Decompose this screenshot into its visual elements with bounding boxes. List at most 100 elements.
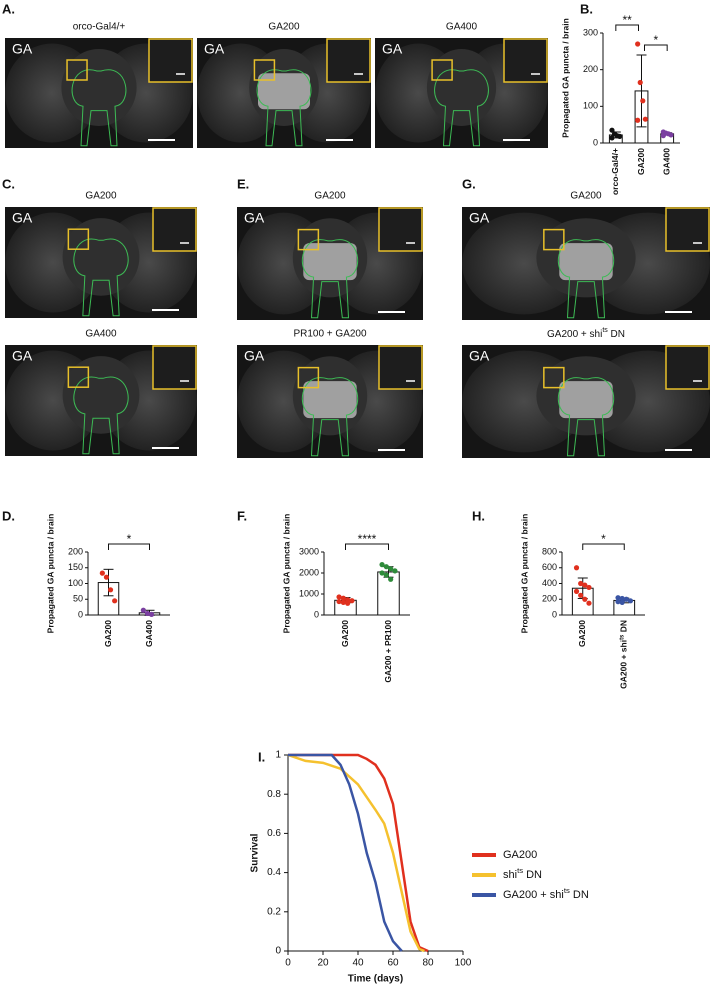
significance-label: * <box>653 33 658 47</box>
y-tick-label: 200 <box>583 64 598 74</box>
roi-outline <box>256 69 312 147</box>
roi-outline <box>73 376 129 455</box>
data-point <box>340 595 346 601</box>
legend-label-part: ts <box>564 886 570 895</box>
x-tick-label: GA200 + PR100 <box>383 620 393 683</box>
data-point <box>573 565 580 571</box>
image-title: GA200 + shits DN <box>547 327 625 339</box>
data-point <box>578 580 584 587</box>
x-tick-label: 40 <box>352 958 364 969</box>
roi-outline <box>301 377 359 457</box>
x-tick-label: GA400 <box>144 620 154 647</box>
x-tick-label: 20 <box>317 958 329 969</box>
brain-center <box>61 49 137 126</box>
roi-box <box>253 59 276 81</box>
roi-outline <box>301 239 359 319</box>
image-title: GA200 <box>314 191 346 202</box>
legend-label-part: GA200 <box>503 849 537 861</box>
data-point <box>336 594 342 600</box>
data-point <box>379 570 385 576</box>
panel-label: I. <box>258 749 265 764</box>
y-axis-label: Survival <box>250 833 261 872</box>
y-tick-label: 100 <box>583 101 598 111</box>
y-tick-label: 0.4 <box>267 867 281 878</box>
data-point <box>349 598 355 604</box>
data-point <box>388 576 394 582</box>
roi-box <box>67 228 90 250</box>
roi-box <box>297 228 320 251</box>
significance-label: **** <box>358 532 377 546</box>
y-tick-label: 0 <box>552 609 557 619</box>
data-point <box>582 596 588 602</box>
signal <box>303 243 357 281</box>
data-point <box>573 588 580 594</box>
image-title: PR100 + GA200 <box>293 329 367 340</box>
x-tick-label-part: DN <box>619 620 629 635</box>
legend-label-part: GA200 + shi <box>503 889 564 901</box>
legend-label-part: shi <box>503 869 517 881</box>
legend-label: GA200 <box>503 849 537 861</box>
inset <box>665 207 710 252</box>
y-tick-label: 0 <box>78 609 83 619</box>
image-label: GA <box>12 348 33 364</box>
data-point <box>103 574 110 580</box>
x-tick-label-part: ts <box>619 634 625 640</box>
inset <box>326 38 371 83</box>
x-tick-label: 0 <box>285 958 291 969</box>
panel-label: B. <box>580 1 593 16</box>
roi-outline <box>557 377 615 457</box>
data-point <box>619 595 625 602</box>
significance-label: ** <box>622 13 632 27</box>
y-tick-label: 800 <box>542 546 557 556</box>
image-label: GA <box>12 41 33 57</box>
survival-curve <box>288 753 429 953</box>
y-axis-label: Propagated GA puncta / brain <box>560 18 570 138</box>
significance-bracket <box>108 543 150 550</box>
x-axis-label: Time (days) <box>348 974 403 985</box>
legend-label-part: ts <box>517 866 523 875</box>
x-tick-label: GA400 <box>661 148 671 175</box>
data-point <box>140 607 146 613</box>
inset <box>665 345 710 390</box>
signal <box>258 73 310 110</box>
y-tick-label: 300 <box>583 27 598 37</box>
roi-outline <box>71 69 127 147</box>
image-label: GA <box>204 41 225 57</box>
data-point <box>668 132 674 138</box>
y-tick-label: 200 <box>542 594 557 604</box>
y-tick-label: 1000 <box>299 588 319 598</box>
data-point <box>112 598 118 604</box>
y-tick-label: 0.2 <box>267 906 281 917</box>
signal <box>303 381 357 419</box>
y-tick-label: 0.6 <box>267 828 281 839</box>
image-title: GA400 <box>446 22 478 33</box>
data-point <box>148 611 155 617</box>
significance-label: * <box>127 532 132 546</box>
image-title: GA200 <box>570 191 602 202</box>
data-point <box>578 592 584 598</box>
significance-bracket <box>644 44 668 51</box>
x-tick-label: GA200 <box>636 148 646 175</box>
brain-center <box>62 218 140 296</box>
data-point <box>107 587 114 593</box>
y-tick-label: 0 <box>275 946 281 957</box>
legend-label: GA200 + shits DN <box>503 886 589 901</box>
legend-label-part: DN <box>570 889 589 901</box>
image-title-part: GA200 + shi <box>547 329 602 340</box>
inset <box>152 207 197 252</box>
brain-center <box>62 356 140 434</box>
inset <box>503 38 548 83</box>
y-axis-label: Propagated GA puncta / brain <box>281 514 291 634</box>
image-title: GA400 <box>85 329 117 340</box>
data-point <box>379 562 385 568</box>
image-label: GA <box>244 348 265 364</box>
roi-box <box>543 228 565 251</box>
image-label: GA <box>12 210 33 226</box>
image-title: orco-Gal4/+ <box>73 22 126 33</box>
data-point <box>640 98 646 104</box>
survival-curve <box>287 753 425 953</box>
x-tick-label: GA200 <box>340 620 350 647</box>
x-tick-label: orco-Gal4/+ <box>610 148 620 195</box>
data-point <box>615 595 621 601</box>
